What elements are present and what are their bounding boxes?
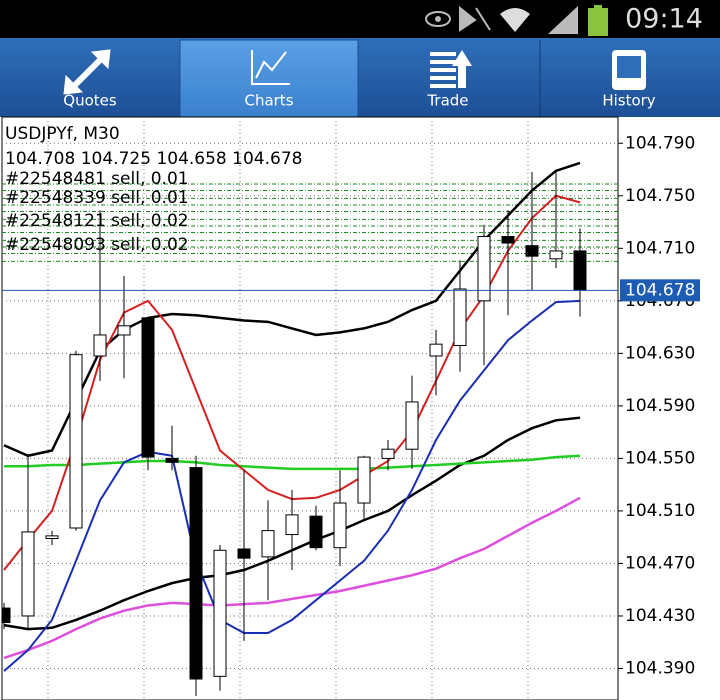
chart-title: USDJPYf, M30 (5, 124, 120, 144)
tab-selected[interactable] (179, 39, 359, 121)
grid (2, 117, 618, 700)
ohlc-low: 104.658 (156, 149, 226, 169)
candle-body (381, 448, 395, 459)
tab-label[interactable]: Charts (244, 92, 293, 110)
indicator-line (4, 454, 581, 471)
candle-body (213, 549, 227, 677)
candle-body (357, 456, 371, 504)
candle-body (141, 317, 155, 458)
plot-area (1, 116, 619, 700)
price-box (620, 279, 700, 302)
candle-body (525, 245, 539, 257)
order-labels: #22548481 sell, 0.01#22548339 sell, 0.01… (5, 169, 189, 255)
y-tick-label: 104.430 (625, 606, 695, 626)
price-axis: 104.790104.750104.710104.670104.630104.5… (618, 133, 700, 678)
order-label: #22548093 sell, 0.02 (5, 235, 189, 255)
y-tick-label: 104.790 (625, 133, 695, 153)
y-tick-label: 104.470 (625, 553, 695, 573)
price-label: 104.678 (625, 280, 695, 300)
candle-body (549, 250, 563, 260)
candle-body (45, 535, 59, 539)
y-tick-label: 104.390 (625, 658, 695, 678)
candle-body (285, 514, 299, 536)
candle-body (261, 530, 275, 558)
ohlc-open: 104.708 (5, 149, 75, 169)
order-label: #22548339 sell, 0.01 (5, 188, 189, 208)
trade-icon[interactable] (430, 50, 472, 88)
candle-body (573, 250, 587, 291)
ohlc-line: 104.708 104.725 104.658 104.678 (5, 149, 302, 169)
tab-label[interactable]: History (602, 92, 655, 110)
y-tick-label: 104.630 (625, 343, 695, 363)
charts-icon[interactable] (251, 50, 290, 85)
order-label: #22548481 sell, 0.01 (5, 169, 189, 189)
candles (2, 170, 618, 697)
y-tick-label: 104.550 (625, 448, 695, 468)
candle-body (93, 334, 107, 357)
candle-body (333, 502, 347, 549)
candle-body (189, 467, 203, 680)
candle-body (309, 515, 323, 549)
quotes-icon[interactable] (63, 49, 111, 95)
status-icons (425, 5, 608, 36)
y-tick-label: 104.750 (625, 186, 695, 206)
tab-label[interactable]: Trade (426, 92, 468, 110)
y-tick-label: 104.590 (625, 396, 695, 416)
candle-body (2, 607, 11, 624)
status-bar (0, 0, 720, 38)
candle-body (237, 548, 251, 559)
candle-body (21, 531, 35, 617)
y-tick-label: 104.710 (625, 238, 695, 258)
candle-body (69, 354, 83, 529)
y-tick-label: 104.510 (625, 501, 695, 521)
candle-body (405, 401, 419, 450)
clock: 09:14 (625, 4, 703, 35)
candle-body (477, 235, 491, 302)
indicator-line (3, 299, 581, 672)
candle-body (165, 457, 179, 463)
tab-bar (0, 38, 720, 117)
tab-label[interactable]: Quotes (63, 92, 117, 110)
candle-body (453, 288, 467, 346)
ohlc-high: 104.725 (81, 149, 151, 169)
candle-body (117, 325, 131, 336)
candle-body (429, 343, 443, 357)
history-icon[interactable] (612, 50, 646, 90)
candle-body (501, 235, 515, 244)
indicator-line (3, 496, 581, 660)
ohlc-close: 104.678 (232, 149, 302, 169)
order-label: #22548121 sell, 0.02 (5, 211, 189, 231)
